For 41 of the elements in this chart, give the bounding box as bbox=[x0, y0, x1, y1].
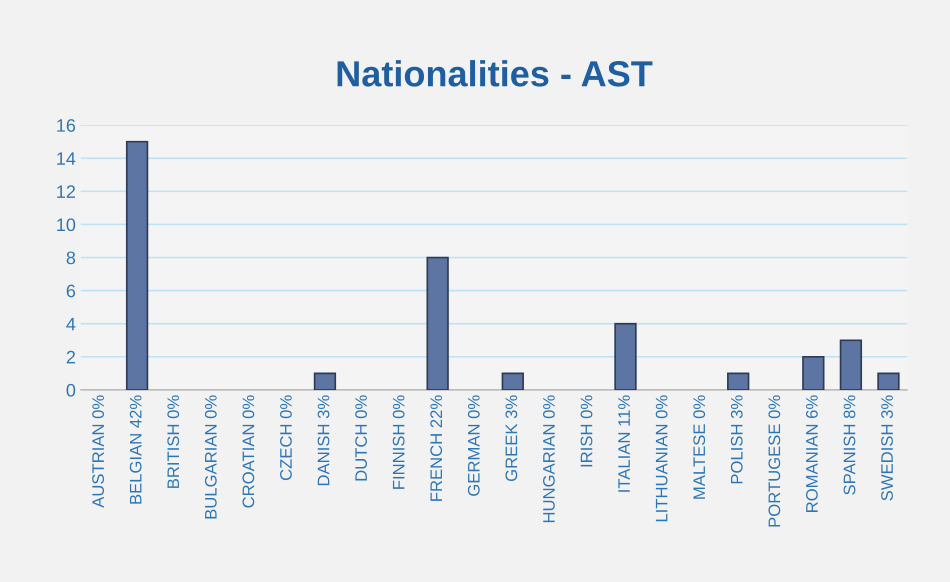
y-tick-label: 4 bbox=[66, 318, 76, 330]
y-tick-label: 12 bbox=[57, 185, 75, 198]
bar bbox=[802, 356, 824, 390]
x-tick-label: POLISH 3% bbox=[730, 395, 743, 484]
x-tick-label: IRISH 0% bbox=[580, 395, 592, 466]
x-tick-label: ITALIAN 11% bbox=[618, 395, 630, 492]
x-tick-label: GREEK 3% bbox=[505, 395, 518, 482]
x-tick-label: BRITISH 0% bbox=[167, 395, 180, 488]
x-tick-label: MALTESE 0% bbox=[693, 395, 706, 499]
x-tick-label: SPANISH 8% bbox=[844, 395, 856, 495]
chart-title: Nationalities - AST bbox=[338, 60, 652, 87]
x-tick-label: FRENCH 22% bbox=[430, 395, 442, 501]
x-tick-label: BULGARIAN 0% bbox=[204, 395, 217, 518]
x-tick-label: FINNISH 0% bbox=[392, 395, 405, 489]
x-tick-label: DANISH 3% bbox=[318, 395, 330, 486]
y-tick-label: 14 bbox=[57, 152, 76, 165]
x-tick-label: ROMANIAN 6% bbox=[806, 395, 818, 512]
y-tick-label: 10 bbox=[57, 218, 76, 232]
y-tick-label: 0 bbox=[66, 384, 76, 397]
x-tick-label: GERMAN 0% bbox=[468, 395, 480, 496]
x-tick-label: CROATIAN 0% bbox=[242, 395, 254, 508]
x-tick-label: CZECH 0% bbox=[280, 395, 292, 480]
x-tick-label: HUNGARIAN 0% bbox=[543, 395, 555, 522]
bar bbox=[877, 372, 900, 390]
x-tick-label: AUSTRIAN 0% bbox=[92, 395, 104, 508]
bar bbox=[840, 339, 862, 390]
bar bbox=[314, 372, 336, 390]
x-tick-label: PORTUGESE 0% bbox=[768, 395, 780, 527]
x-tick-label: SWEDISH 3% bbox=[881, 395, 893, 501]
x-tick-label: BELGIAN 42% bbox=[130, 395, 142, 504]
x-tick-label: LITHUANIAN 0% bbox=[656, 395, 668, 522]
x-tick-label: DUTCH 0% bbox=[355, 395, 367, 480]
y-tick-label: 6 bbox=[66, 284, 76, 298]
bar bbox=[126, 140, 148, 390]
bar bbox=[502, 372, 524, 390]
y-tick-label: 8 bbox=[66, 251, 76, 264]
bar bbox=[727, 372, 750, 390]
bar bbox=[614, 322, 637, 390]
y-tick-label: 16 bbox=[57, 119, 76, 132]
bar bbox=[426, 256, 449, 390]
y-tick-label: 2 bbox=[66, 350, 75, 364]
